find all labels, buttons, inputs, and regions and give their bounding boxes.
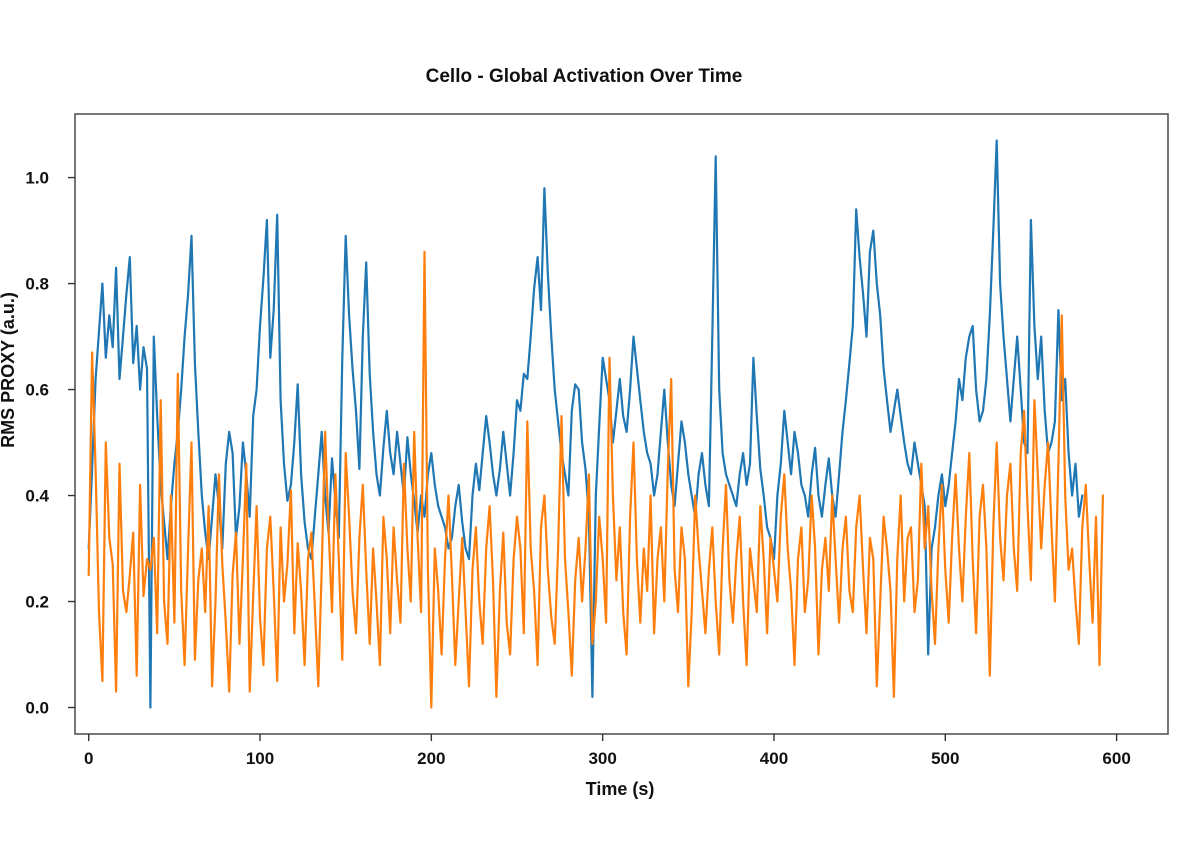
y-axis-label: RMS PROXY (a.u.) [0, 292, 18, 448]
chart-title: Cello - Global Activation Over Time [426, 66, 743, 87]
x-axis: 0 100 200 300 400 500 600 [84, 734, 1131, 768]
x-tick-label: 500 [931, 749, 959, 768]
y-tick-label: 0.0 [25, 699, 49, 718]
series-layer [87, 139, 1105, 709]
y-tick-label: 0.2 [25, 593, 49, 612]
series-line-2 [87, 250, 1105, 709]
x-tick-label: 600 [1102, 749, 1130, 768]
x-tick-label: 400 [760, 749, 788, 768]
x-tick-label: 0 [84, 749, 93, 768]
x-tick-label: 200 [417, 749, 445, 768]
y-tick-label: 0.6 [25, 381, 49, 400]
x-tick-label: 100 [246, 749, 274, 768]
x-axis-label: Time (s) [586, 779, 655, 799]
series-line-1 [87, 139, 1084, 709]
y-tick-label: 0.4 [25, 487, 49, 506]
x-tick-label: 300 [588, 749, 616, 768]
y-tick-label: 0.8 [25, 275, 49, 294]
plot-frame [74, 113, 1169, 735]
y-tick-label: 1.0 [25, 169, 49, 188]
y-axis: 0.0 0.2 0.4 0.6 0.8 1.0 [25, 169, 75, 718]
